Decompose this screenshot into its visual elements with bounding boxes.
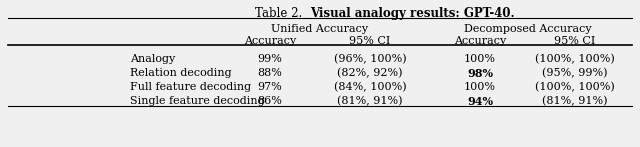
Text: Relation decoding: Relation decoding	[130, 68, 232, 78]
Text: 94%: 94%	[467, 96, 493, 107]
Text: 95% CI: 95% CI	[349, 36, 390, 46]
Text: (100%, 100%): (100%, 100%)	[535, 82, 615, 92]
Text: 99%: 99%	[257, 54, 282, 64]
Text: 98%: 98%	[467, 68, 493, 79]
Text: Table 2.  Visual analogy results: GPT-40.: Table 2. Visual analogy results: GPT-40.	[200, 7, 440, 20]
Text: Full feature decoding: Full feature decoding	[130, 82, 251, 92]
Text: Single feature decoding: Single feature decoding	[130, 96, 264, 106]
Text: Decomposed Accuracy: Decomposed Accuracy	[464, 24, 591, 34]
Text: Visual analogy results: GPT-40.: Visual analogy results: GPT-40.	[310, 7, 515, 20]
Text: Accuracy: Accuracy	[244, 36, 296, 46]
Text: 97%: 97%	[258, 82, 282, 92]
Text: (84%, 100%): (84%, 100%)	[333, 82, 406, 92]
Text: Unified Accuracy: Unified Accuracy	[271, 24, 369, 34]
Text: (81%, 91%): (81%, 91%)	[542, 96, 608, 106]
Text: (82%, 92%): (82%, 92%)	[337, 68, 403, 78]
Text: 88%: 88%	[257, 68, 282, 78]
Text: (95%, 99%): (95%, 99%)	[542, 68, 608, 78]
Text: Analogy: Analogy	[130, 54, 175, 64]
Text: (81%, 91%): (81%, 91%)	[337, 96, 403, 106]
Text: 100%: 100%	[464, 82, 496, 92]
Text: 100%: 100%	[464, 54, 496, 64]
Text: (96%, 100%): (96%, 100%)	[333, 54, 406, 64]
Text: Accuracy: Accuracy	[454, 36, 506, 46]
Text: 95% CI: 95% CI	[554, 36, 596, 46]
Text: Table 2.: Table 2.	[255, 7, 310, 20]
Text: 86%: 86%	[257, 96, 282, 106]
Text: (100%, 100%): (100%, 100%)	[535, 54, 615, 64]
